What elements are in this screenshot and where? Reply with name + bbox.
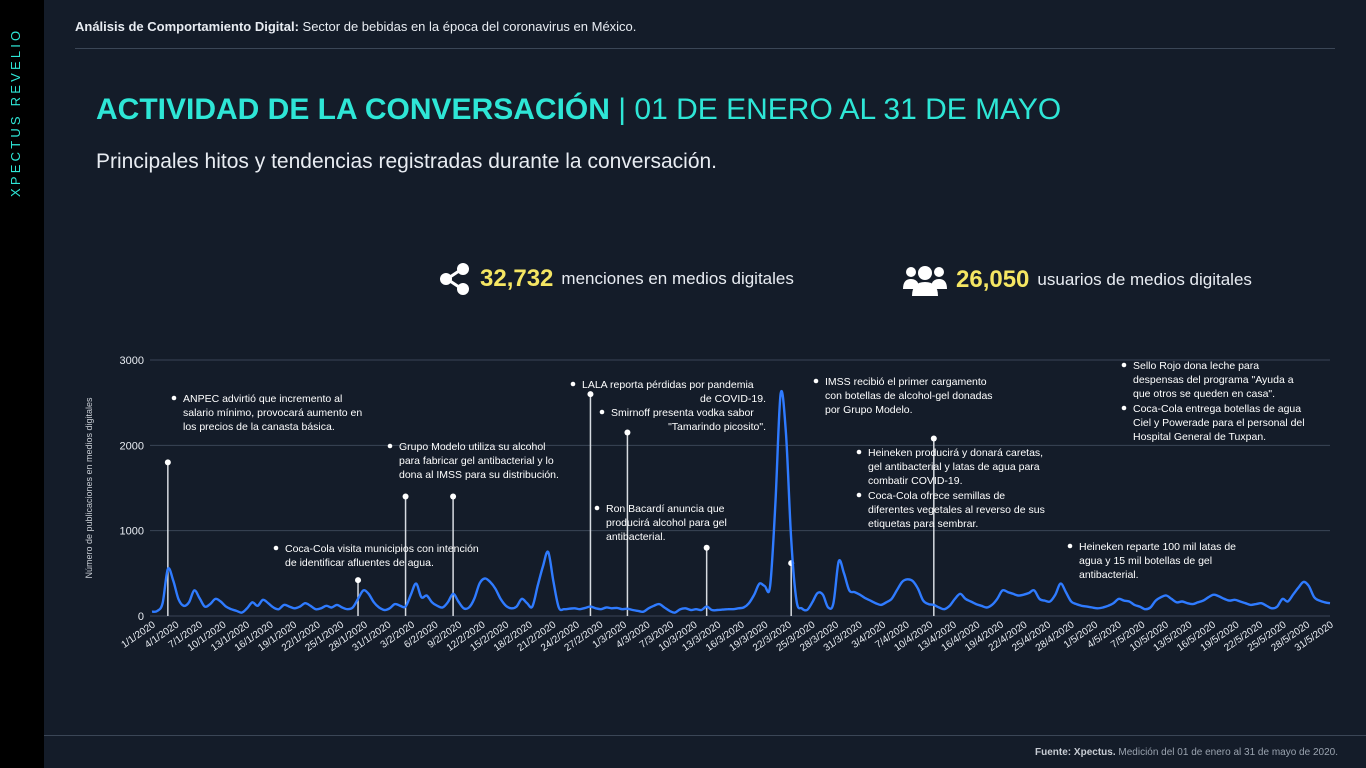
page-subtitle: Principales hitos y tendencias registrad… (96, 150, 718, 173)
annotation-text: de identificar afluentes de agua. (285, 557, 434, 569)
annotation-text: antibacterial. (1079, 569, 1139, 581)
annotation-marker (624, 429, 631, 436)
annotation-bullet (599, 409, 605, 415)
series-line (151, 390, 1331, 614)
page-header: Análisis de Comportamiento Digital: Sect… (75, 19, 636, 34)
y-axis-label: Número de publicaciones en medios digita… (84, 397, 94, 579)
y-tick-label: 1000 (120, 526, 144, 538)
source-footer: Fuente: Xpectus. Medición del 01 de ener… (1035, 747, 1338, 758)
annotation-marker (402, 493, 409, 500)
activity-line-chart: 0 1000 2000 3000 Número de publicaciones en … (84, 355, 1336, 654)
annotation-marker (355, 577, 362, 584)
annotation-text: combatir COVID-19. (868, 475, 963, 487)
title-range: 01 DE ENERO AL 31 DE MAYO (634, 93, 1062, 126)
annotation-bullet (813, 378, 819, 384)
annotation-bullet (570, 381, 576, 387)
annotation-text: Grupo Modelo utiliza su alcohol (399, 441, 546, 453)
annotation-text: con botellas de alcohol-gel donadas (825, 390, 993, 402)
footer-rest: Medición del 01 de enero al 31 de mayo d… (1115, 747, 1338, 758)
annotation-text: etiquetas para sembrar. (868, 518, 978, 530)
brand-vertical-text: XPECTUS REVELIO (8, 28, 23, 198)
annotation-bullet (1067, 543, 1073, 549)
footer-divider (44, 735, 1366, 736)
mentions-label: menciones en medios digitales (561, 269, 794, 288)
users-stat: 26,050 usuarios de medios digitales (902, 262, 1252, 298)
annotation-bullet (387, 443, 393, 449)
footer-bold: Fuente: Xpectus. (1035, 747, 1116, 758)
annotation-text: Hospital General de Tuxpan. (1133, 431, 1266, 443)
annotation-text: por Grupo Modelo. (825, 404, 913, 416)
annotation-text: gel antibacterial y latas de agua para (868, 461, 1040, 473)
annotation-text: dona al IMSS para su distribución. (399, 469, 559, 481)
annotation-text: Heineken reparte 100 mil latas de (1079, 541, 1236, 553)
annotation-text: ANPEC advirtió que incremento al (183, 393, 342, 405)
annotation-bullet (856, 449, 862, 455)
annotation-text: despensas del programa "Ayuda a (1133, 374, 1294, 386)
annotation-text: para fabricar gel antibacterial y lo (399, 455, 554, 467)
annotation-text: Coca-Cola entrega botellas de agua (1133, 403, 1301, 415)
mentions-value: 32,732 (480, 265, 554, 292)
y-tick-label: 2000 (120, 440, 144, 452)
annotation-marker (450, 493, 457, 500)
annotation-text: Sello Rojo dona leche para (1133, 360, 1259, 372)
annotation-bullet (273, 545, 279, 551)
annotation-text: salario mínimo, provocará aumento en (183, 407, 362, 419)
annotation-bullet (1121, 362, 1127, 368)
annotation-text: Smirnoff presenta vodka sabor (611, 407, 754, 419)
annotation-text: Coca-Cola ofrece semillas de (868, 490, 1005, 502)
annotation-text: agua y 15 mil botellas de gel (1079, 555, 1212, 567)
annotation-text: "Tamarindo picosito". (668, 421, 766, 433)
title-main: ACTIVIDAD DE LA CONVERSACIÓN (96, 93, 610, 126)
users-value: 26,050 (956, 266, 1030, 293)
annotation-bullet (171, 395, 177, 401)
annotation-text: Heineken producirá y donará caretas, (868, 447, 1043, 459)
annotation-text: diferentes vegetales al reverso de sus (868, 504, 1045, 516)
share-icon (440, 263, 469, 295)
header-divider (75, 48, 1335, 49)
y-tick-label: 3000 (120, 355, 144, 367)
annotation-text: IMSS recibió el primer cargamento (825, 376, 987, 388)
title-separator: | (609, 93, 635, 126)
annotation-text: antibacterial. (606, 531, 666, 543)
y-tick-label: 0 (138, 611, 144, 623)
page-title: ACTIVIDAD DE LA CONVERSACIÓN | 01 DE ENE… (96, 93, 1061, 127)
header-rest: Sector de bebidas en la época del corona… (298, 19, 637, 34)
header-bold: Análisis de Comportamiento Digital: (75, 19, 299, 34)
annotation-text: producirá alcohol para gel (606, 517, 727, 529)
annotation-bullet (594, 505, 600, 511)
annotation-text: Coca-Cola visita municipios con intenció… (285, 543, 479, 555)
annotation-text: de COVID-19. (700, 393, 766, 405)
annotation-bullet (1121, 405, 1127, 411)
annotation-text: que otros se queden en casa". (1133, 388, 1275, 400)
annotation-text: Ciel y Powerade para el personal del (1133, 417, 1305, 429)
annotation-marker (164, 459, 171, 466)
annotation-text: LALA reporta pérdidas por pandemia (582, 379, 754, 391)
annotation-marker (703, 544, 710, 551)
annotation-text: los precios de la canasta básica. (183, 421, 335, 433)
mentions-stat: 32,732 menciones en medios digitales (438, 262, 794, 296)
annotation-marker (587, 391, 594, 398)
users-icon (903, 266, 947, 296)
left-sidebar (0, 0, 44, 768)
annotation-text: Ron Bacardí anuncia que (606, 503, 725, 515)
users-label: usuarios de medios digitales (1037, 270, 1252, 289)
annotation-marker (930, 435, 937, 442)
annotation-bullet (856, 492, 862, 498)
